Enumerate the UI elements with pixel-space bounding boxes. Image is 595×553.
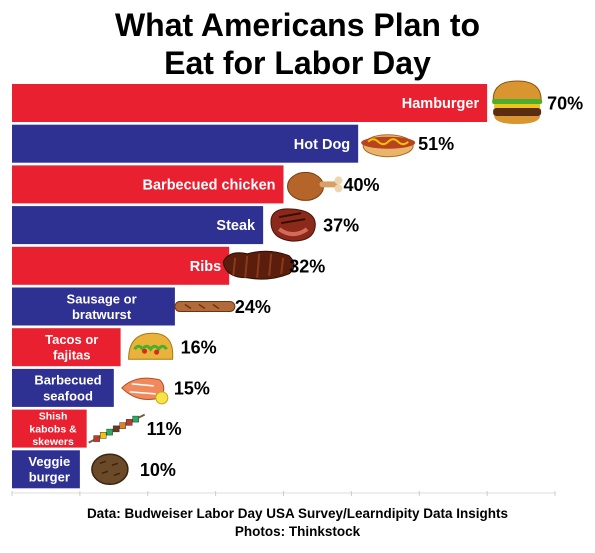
bar xyxy=(12,450,80,489)
drumstick xyxy=(287,171,324,201)
bar xyxy=(12,124,359,163)
kabob-piece xyxy=(132,415,139,423)
bar xyxy=(12,368,114,407)
chart-footer: Data: Budweiser Labor Day USA Survey/Lea… xyxy=(0,505,595,541)
photo-credit: Photos: Thinkstock xyxy=(234,524,361,539)
category-label: skewers xyxy=(32,436,74,448)
bar-group: Ribs 32% xyxy=(12,246,325,285)
sausage-body xyxy=(174,301,236,312)
mustard xyxy=(367,138,409,146)
bar xyxy=(12,287,175,326)
patty xyxy=(493,108,542,116)
category-label: Barbecued xyxy=(34,373,101,388)
category-label: Veggie xyxy=(28,454,70,469)
bone-knob-1 xyxy=(334,176,343,185)
category-label: bratwurst xyxy=(72,307,132,322)
bar xyxy=(12,409,87,448)
category-label: burger xyxy=(29,470,70,485)
veggie-burger-icon xyxy=(91,453,129,486)
category-label: Shish xyxy=(39,411,68,423)
bar-group: Hamburger 70% xyxy=(12,80,583,124)
category-label: Hot Dog xyxy=(294,137,350,153)
bar xyxy=(12,328,121,367)
tomato-1 xyxy=(142,348,148,354)
patty xyxy=(91,453,129,486)
value-label: 11% xyxy=(147,419,182,439)
category-label: kabobs & xyxy=(29,423,77,435)
category-label: Tacos or xyxy=(45,332,98,347)
lemon xyxy=(155,391,169,405)
bone-knob-2 xyxy=(334,184,343,193)
bar-group: Hot Dog 51% xyxy=(12,124,454,163)
category-label: fajitas xyxy=(53,348,91,363)
value-label: 24% xyxy=(235,297,271,317)
seafood-icon xyxy=(121,377,169,405)
bone xyxy=(319,181,338,188)
kabob-piece xyxy=(119,422,126,429)
category-label: Steak xyxy=(216,218,256,234)
bar xyxy=(12,246,230,285)
value-label: 37% xyxy=(323,216,359,236)
value-label: 51% xyxy=(418,134,454,154)
value-label: 10% xyxy=(140,460,176,480)
salmon-lines xyxy=(129,383,156,395)
sausage-icon xyxy=(174,301,236,312)
steak-inside xyxy=(277,227,309,237)
value-label: 15% xyxy=(174,378,210,398)
patty-texture xyxy=(99,460,121,477)
bar xyxy=(12,206,264,245)
hot-dog-icon xyxy=(361,134,416,158)
steak-icon xyxy=(270,208,316,242)
bun-bottom xyxy=(494,116,541,124)
value-label: 40% xyxy=(344,175,380,195)
chicken-leg-icon xyxy=(287,171,343,201)
category-label: Barbecued chicken xyxy=(143,177,276,193)
tomato-2 xyxy=(154,349,160,355)
bar-chart: Hamburger 70% Hot Dog 51% Barbecued chicken 4… xyxy=(11,80,583,496)
sausage-marks xyxy=(184,303,220,310)
bar-group: Barbecued chicken 40% xyxy=(12,165,380,204)
kabob-piece xyxy=(125,419,133,426)
category-label: Sausage or xyxy=(67,291,137,306)
taco-icon xyxy=(128,332,174,360)
kabob-piece xyxy=(106,428,113,436)
category-label: Ribs xyxy=(190,259,221,275)
taco-shell xyxy=(128,332,174,360)
kabob-piece xyxy=(93,435,100,442)
value-label: 70% xyxy=(547,94,583,114)
lettuce xyxy=(492,99,543,104)
kabob-piece xyxy=(112,425,120,433)
category-label: Hamburger xyxy=(402,96,480,112)
cheese xyxy=(494,104,541,108)
value-label: 32% xyxy=(289,256,325,276)
grill-marks xyxy=(278,212,306,225)
lettuce xyxy=(133,344,168,352)
kabob-piece xyxy=(99,432,107,439)
rib-lines xyxy=(232,253,285,278)
bun-top xyxy=(492,80,542,101)
value-label: 16% xyxy=(181,338,217,358)
bar xyxy=(12,84,488,122)
chart-title: What Americans Plan to Eat for Labor Day xyxy=(114,7,481,81)
category-label: seafood xyxy=(43,388,93,403)
bar xyxy=(12,165,284,204)
kabob-icon xyxy=(88,413,146,444)
source-note: Data: Budweiser Labor Day USA Survey/Lea… xyxy=(86,506,509,521)
ribs-icon xyxy=(222,250,295,280)
bar-group: Steak 37% xyxy=(12,206,359,245)
hamburger-icon xyxy=(492,80,543,124)
